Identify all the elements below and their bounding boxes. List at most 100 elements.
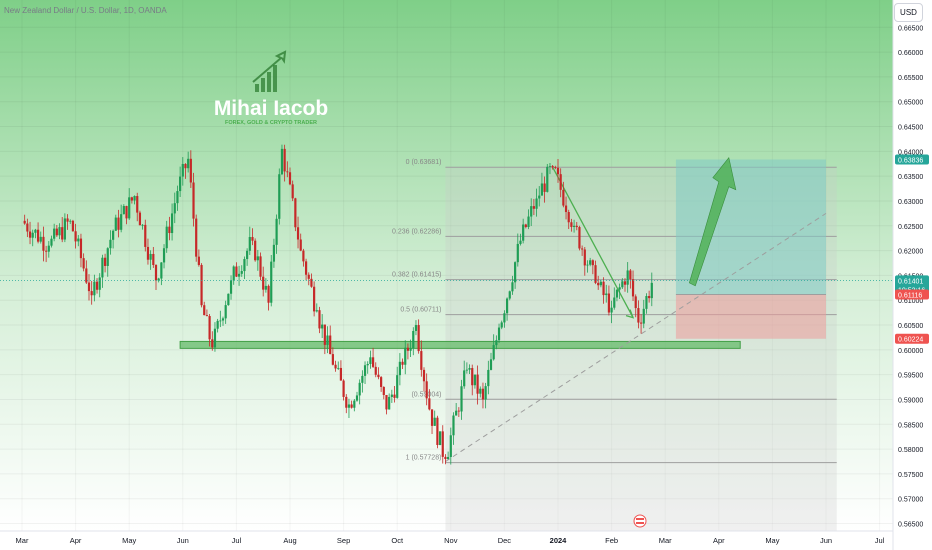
fib-level-label: 0 (0.63681) <box>406 159 442 166</box>
y-tick-label: 0.63000 <box>898 199 923 206</box>
candle <box>58 223 61 240</box>
candle <box>610 300 613 324</box>
support-zone <box>179 340 741 349</box>
candle-body <box>280 148 284 175</box>
candle <box>436 415 439 449</box>
currency-button[interactable]: USD <box>894 3 923 22</box>
candle-body <box>219 320 222 322</box>
candle <box>345 394 348 414</box>
candle <box>213 322 217 352</box>
candle-body <box>500 322 503 328</box>
candle-body <box>240 271 243 274</box>
candle-body <box>310 278 313 287</box>
candle <box>275 214 278 254</box>
candle-body <box>390 394 393 397</box>
candle <box>538 186 541 207</box>
candle <box>133 195 136 205</box>
candle <box>109 230 112 255</box>
candle <box>36 222 40 244</box>
candle-body <box>465 369 468 371</box>
x-tick-label: Nov <box>444 536 458 545</box>
y-tick-label: 0.62500 <box>898 224 923 231</box>
candle-body <box>441 431 444 457</box>
candle <box>564 196 568 220</box>
candle <box>146 238 150 265</box>
candle <box>489 352 493 371</box>
x-tick-label: May <box>122 536 136 545</box>
candle-body <box>205 315 209 317</box>
y-tick-label: 0.65500 <box>898 75 923 82</box>
candle-body <box>272 244 276 262</box>
candle-body <box>248 237 251 251</box>
candle <box>53 223 56 242</box>
candle-body <box>377 374 380 378</box>
candle <box>87 274 91 301</box>
y-tick-label: 0.61000 <box>898 298 923 305</box>
candle <box>321 314 324 339</box>
symbol-title[interactable]: New Zealand Dollar / U.S. Dollar, 1D, OA… <box>4 6 167 15</box>
candle <box>162 244 166 269</box>
watermark-name: Mihai Iacob <box>214 97 328 120</box>
candle-body <box>162 248 166 263</box>
watermark-tagline: FOREX, GOLD & CRYPTO TRADER <box>225 120 317 126</box>
candle-body <box>270 261 273 303</box>
candle <box>189 150 192 188</box>
candle <box>441 425 444 464</box>
candle <box>61 217 64 243</box>
candle <box>497 323 501 343</box>
candle <box>417 319 420 354</box>
candle <box>589 257 592 267</box>
candle <box>449 427 452 465</box>
projection-arrow <box>688 157 737 287</box>
candle-body <box>334 364 337 369</box>
candle-body <box>548 166 552 167</box>
candle-body <box>331 354 334 365</box>
candle <box>342 379 345 401</box>
candle <box>286 161 289 178</box>
candle-body <box>229 280 233 294</box>
candle <box>219 310 222 328</box>
candle <box>74 223 77 249</box>
candle-body <box>90 291 93 296</box>
candle <box>315 303 318 313</box>
candle-body <box>154 264 158 281</box>
candle <box>240 265 243 277</box>
candle-body <box>554 167 557 169</box>
candle <box>294 197 297 232</box>
candle <box>355 391 359 402</box>
x-tick-label: Sep <box>337 536 350 545</box>
candle <box>519 233 522 246</box>
candle <box>554 165 557 170</box>
stop-box <box>675 294 826 339</box>
candle <box>433 410 436 426</box>
candle <box>358 379 361 405</box>
candle-body <box>371 357 375 367</box>
candle-body <box>98 277 101 290</box>
candle-body <box>527 216 530 228</box>
candle <box>471 364 474 396</box>
candle <box>414 320 418 336</box>
candle-body <box>414 325 418 331</box>
candle <box>77 235 80 247</box>
candle-body <box>564 205 568 213</box>
x-tick-label: Aug <box>283 536 296 545</box>
candle <box>460 379 463 420</box>
candle-body <box>645 296 648 309</box>
candle-body <box>307 274 310 279</box>
candle-body <box>313 286 316 312</box>
candle <box>170 203 174 241</box>
flag-stripe <box>636 522 644 524</box>
flag-stripe <box>636 518 644 520</box>
candle-body <box>71 220 75 232</box>
candle-body <box>262 276 265 290</box>
candle-body <box>540 183 544 196</box>
logo-bar <box>261 78 265 92</box>
candle <box>200 263 203 308</box>
x-tick-label: Jul <box>232 536 242 545</box>
candle-body <box>264 285 267 290</box>
y-tick-label: 0.66000 <box>898 50 923 57</box>
y-tick-label: 0.65000 <box>898 100 923 107</box>
candle-body <box>318 310 321 329</box>
candle <box>168 216 171 241</box>
